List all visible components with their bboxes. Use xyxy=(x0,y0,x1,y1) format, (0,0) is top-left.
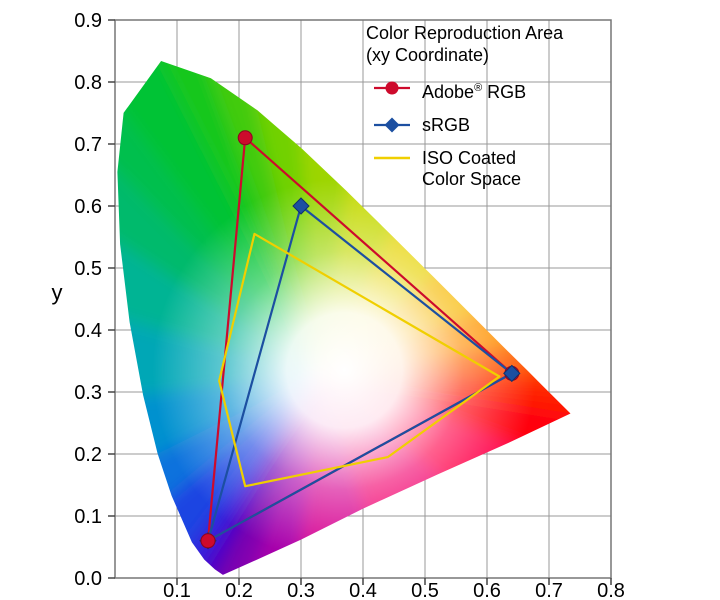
legend-item-srgb: sRGB xyxy=(372,115,563,136)
srgb-vertex-marker xyxy=(292,197,310,215)
gamut-srgb xyxy=(206,204,513,542)
legend-label-adobe-rgb: Adobe® RGB xyxy=(422,82,527,102)
legend-label-srgb: sRGB xyxy=(422,115,471,135)
x-tick-label: 0.6 xyxy=(473,580,501,600)
adobe-rgb-vertex-marker xyxy=(200,533,216,549)
y-tick-label: 0.1 xyxy=(74,506,102,528)
y-tick-label: 0.6 xyxy=(74,196,102,218)
x-tick-label: 0.2 xyxy=(225,580,253,600)
gamut-iso-coated-color-space xyxy=(218,232,501,488)
y-tick-label: 0.2 xyxy=(74,444,102,466)
y-tick-label: 0.7 xyxy=(74,134,102,156)
axis-ticks xyxy=(108,19,612,585)
srgb-vertex-marker xyxy=(503,364,521,383)
srgb-marker-icon xyxy=(374,117,410,133)
iso-coated-marker-icon xyxy=(374,156,410,160)
y-tick-label: 0.3 xyxy=(74,382,102,404)
legend-title-line1: Color Reproduction Area xyxy=(366,23,564,43)
x-tick-label: 0.1 xyxy=(163,580,191,600)
x-tick-label: 0.7 xyxy=(535,580,563,600)
legend-label-iso-coated: ISO Coated Color Space xyxy=(422,148,522,189)
adobe-rgb-marker-icon xyxy=(374,81,410,95)
y-tick-label: 0.8 xyxy=(74,72,102,94)
y-tick-label: 0.4 xyxy=(74,320,102,342)
legend-title: Color Reproduction Area (xy Coordinate) xyxy=(366,22,563,66)
y-tick-label: 0.9 xyxy=(74,10,102,32)
legend-item-adobe-rgb: Adobe® RGB xyxy=(372,78,563,103)
legend: Color Reproduction Area (xy Coordinate) … xyxy=(366,22,563,202)
y-axis-label: y xyxy=(52,280,63,305)
x-tick-label: 0.3 xyxy=(287,580,315,600)
y-tick-label: 0.0 xyxy=(74,568,102,590)
x-tick-label: 0.8 xyxy=(597,580,625,600)
legend-item-iso-coated: ISO Coated Color Space xyxy=(372,148,563,190)
legend-title-line2: (xy Coordinate) xyxy=(366,45,490,65)
y-tick-label: 0.5 xyxy=(74,258,102,280)
x-tick-label: 0.4 xyxy=(349,580,377,600)
adobe-rgb-vertex-marker xyxy=(237,130,253,146)
x-tick-label: 0.5 xyxy=(411,580,439,600)
